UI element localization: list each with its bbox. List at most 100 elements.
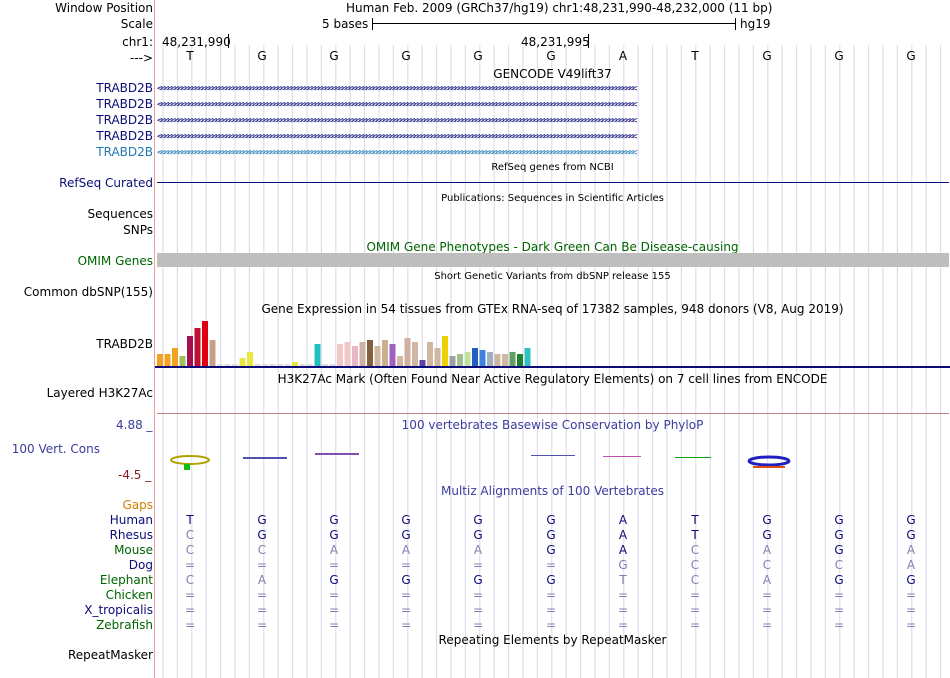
alignment-base: G xyxy=(834,528,844,542)
gaps-label[interactable]: Gaps xyxy=(122,498,153,512)
dbsnp-label[interactable]: Common dbSNP(155) xyxy=(23,285,153,299)
alignment-base: = xyxy=(905,603,917,617)
gtex-tissue-bar xyxy=(464,352,471,366)
alignment-base: G xyxy=(546,543,556,557)
repeat-label[interactable]: RepeatMasker xyxy=(67,648,153,662)
dbsnp-title[interactable]: Short Genetic Variants from dbSNP releas… xyxy=(434,271,671,282)
window-position-value[interactable]: Human Feb. 2009 (GRCh37/hg19) chr1:48,23… xyxy=(346,1,773,15)
alignment-base: G xyxy=(329,573,339,587)
gtex-tissue-bar xyxy=(389,344,396,366)
h3k-baseline xyxy=(157,413,949,414)
snps-label[interactable]: SNPs xyxy=(123,223,153,237)
species-label[interactable]: Rhesus xyxy=(109,528,153,542)
strand-label: ---> xyxy=(129,51,153,65)
alignment-base: = xyxy=(545,558,557,572)
alignment-base: A xyxy=(762,543,772,557)
alignment-base: = xyxy=(400,588,412,602)
species-label[interactable]: Elephant xyxy=(99,573,153,587)
cons-glyph xyxy=(184,464,190,470)
alignment-base: C xyxy=(834,558,844,572)
gtex-tissue-bar xyxy=(209,340,216,366)
gencode-gene-label[interactable]: TRABD2B xyxy=(96,81,153,95)
gencode-gene-label[interactable]: TRABD2B xyxy=(96,97,153,111)
species-label[interactable]: Chicken xyxy=(105,588,153,602)
alignment-base: G xyxy=(618,558,628,572)
gtex-tissue-bar xyxy=(427,342,433,366)
gtex-tissue-bar xyxy=(329,364,336,366)
cons-label[interactable]: 100 Vert. Cons xyxy=(11,442,100,456)
coord-mid: 48,231,995 xyxy=(521,35,590,49)
alignment-base: T xyxy=(619,573,627,587)
omim-title[interactable]: OMIM Gene Phenotypes - Dark Green Can Be… xyxy=(366,240,739,254)
alignment-base: = xyxy=(184,618,196,632)
gencode-gene-label[interactable]: TRABD2B xyxy=(96,113,153,127)
alignment-base: A xyxy=(329,543,339,557)
species-label[interactable]: X_tropicalis xyxy=(84,603,153,617)
gtex-tissue-bar xyxy=(254,364,261,366)
alignment-base: A xyxy=(618,528,628,542)
h3k-title[interactable]: H3K27Ac Mark (Often Found Near Active Re… xyxy=(277,372,828,386)
refseq-label[interactable]: RefSeq Curated xyxy=(59,176,153,190)
h3k-label[interactable]: Layered H3K27Ac xyxy=(46,386,153,400)
alignment-base: = xyxy=(761,588,773,602)
gencode-gene-arrows[interactable]: <<<<<<<<<<<<<<<<<<<<<<<<<<<<<<<<<<<<<<<<… xyxy=(157,84,638,94)
cons-title[interactable]: 100 vertebrates Basewise Conservation by… xyxy=(401,418,704,432)
repeat-title[interactable]: Repeating Elements by RepeatMasker xyxy=(438,633,667,647)
gtex-tissue-bar xyxy=(412,342,418,366)
species-label[interactable]: Dog xyxy=(128,558,153,572)
gencode-gene-label[interactable]: TRABD2B xyxy=(96,145,153,159)
cons-max: 4.88 _ xyxy=(116,418,153,432)
cons-glyph xyxy=(675,457,711,458)
gencode-title[interactable]: GENCODE V49lift37 xyxy=(493,67,612,81)
base-letter: T xyxy=(186,49,194,63)
species-label[interactable]: Mouse xyxy=(114,543,153,557)
alignment-base: G xyxy=(834,513,844,527)
coord-left: 48,231,990 xyxy=(162,35,231,49)
gencode-gene-label[interactable]: TRABD2B xyxy=(96,129,153,143)
pubs-title[interactable]: Publications: Sequences in Scientific Ar… xyxy=(441,193,664,204)
gencode-gene-arrows[interactable]: <<<<<<<<<<<<<<<<<<<<<<<<<<<<<<<<<<<<<<<<… xyxy=(157,116,638,126)
gencode-gene-arrows[interactable]: <<<<<<<<<<<<<<<<<<<<<<<<<<<<<<<<<<<<<<<<… xyxy=(157,132,638,142)
refseq-title[interactable]: RefSeq genes from NCBI xyxy=(491,162,614,173)
gencode-gene-arrows[interactable]: <<<<<<<<<<<<<<<<<<<<<<<<<<<<<<<<<<<<<<<<… xyxy=(157,148,638,158)
multiz-title[interactable]: Multiz Alignments of 100 Vertebrates xyxy=(440,484,665,498)
gtex-tissue-bar xyxy=(494,354,501,366)
base-letter: G xyxy=(546,49,556,63)
alignment-base: G xyxy=(401,513,411,527)
alignment-base: G xyxy=(546,513,556,527)
coord-tick xyxy=(588,34,589,48)
alignment-base: C xyxy=(185,528,195,542)
gtex-tissue-bar xyxy=(314,344,321,366)
gtex-bar-graph[interactable] xyxy=(155,316,950,368)
alignment-base: G xyxy=(329,528,339,542)
gtex-title[interactable]: Gene Expression in 54 tissues from GTEx … xyxy=(261,302,844,316)
cons-glyph xyxy=(170,455,210,465)
alignment-base: G xyxy=(906,573,916,587)
alignment-base: G xyxy=(546,573,556,587)
alignment-base: = xyxy=(761,618,773,632)
gtex-label[interactable]: TRABD2B xyxy=(96,337,153,351)
pubs-label[interactable]: Sequences xyxy=(87,207,153,221)
base-letter: G xyxy=(473,49,483,63)
alignment-base: G xyxy=(834,573,844,587)
alignment-base: = xyxy=(833,618,845,632)
omim-label[interactable]: OMIM Genes xyxy=(77,254,153,268)
species-label[interactable]: Zebrafish xyxy=(96,618,153,632)
gencode-gene-arrows[interactable]: <<<<<<<<<<<<<<<<<<<<<<<<<<<<<<<<<<<<<<<<… xyxy=(157,100,638,110)
coord-tick xyxy=(228,34,229,48)
alignment-base: G xyxy=(401,573,411,587)
gtex-tissue-bar xyxy=(262,364,268,366)
alignment-base: C xyxy=(762,558,772,572)
gtex-tissue-bar xyxy=(217,364,223,366)
gtex-tissue-bar xyxy=(517,354,523,366)
cons-logo[interactable] xyxy=(155,445,950,475)
omim-gene-bar[interactable] xyxy=(157,253,949,267)
alignment-base: = xyxy=(617,603,629,617)
alignment-base: C xyxy=(257,543,267,557)
species-label[interactable]: Human xyxy=(109,513,153,527)
gtex-tissue-bar xyxy=(359,342,366,366)
alignment-base: = xyxy=(472,588,484,602)
refseq-gene-line[interactable] xyxy=(157,182,949,183)
alignment-base: = xyxy=(184,603,196,617)
